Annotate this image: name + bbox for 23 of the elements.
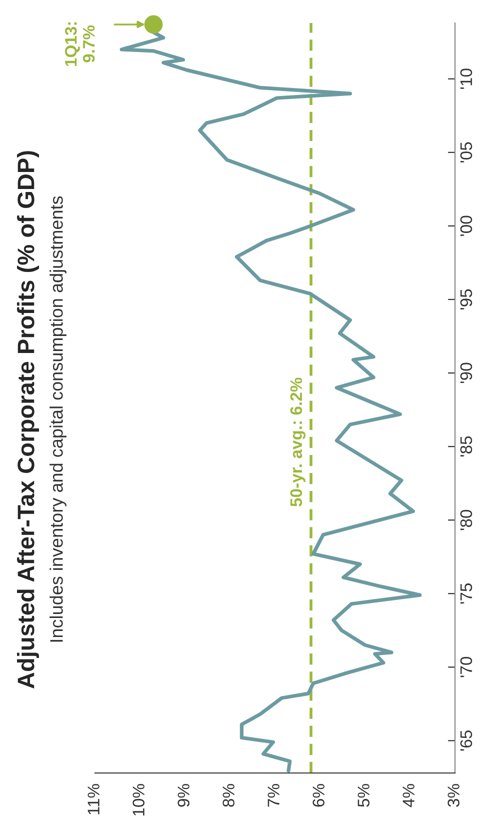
y-tick-label: '05 bbox=[460, 142, 472, 162]
text: Includes inventory and capital consumption adjustments bbox=[50, 196, 66, 642]
text: Adjusted After-Tax Corporate Profits (% of GDP) bbox=[16, 151, 40, 688]
ref-line-label: 50-yr. avg.: 6.2% bbox=[290, 378, 306, 506]
x-tick-label: 6% bbox=[312, 784, 324, 807]
x-tick-label: 11% bbox=[88, 784, 100, 814]
y-tick-label: '85 bbox=[460, 436, 472, 457]
y-tick-label: '95 bbox=[460, 289, 472, 310]
y-tick-label: '65 bbox=[460, 730, 472, 751]
y-tick-label: '10 bbox=[460, 68, 472, 89]
y-tick-label: '70 bbox=[460, 656, 472, 678]
x-tick-label: 7% bbox=[268, 784, 280, 807]
x-tick-label: 3% bbox=[448, 784, 460, 807]
text: 1Q13: 9.7% bbox=[64, 22, 95, 66]
y-tick-label: '90 bbox=[460, 362, 472, 384]
y-tick-label: '75 bbox=[460, 583, 472, 604]
x-tick-label: 10% bbox=[132, 784, 144, 816]
x-tick-label: 8% bbox=[222, 784, 234, 807]
x-tick-label: 4% bbox=[402, 784, 414, 808]
x-tick-label: 9% bbox=[178, 784, 190, 807]
y-tick-label: '00 bbox=[460, 216, 472, 236]
y-tick-label: '80 bbox=[460, 510, 472, 530]
x-tick-label: 5% bbox=[358, 784, 370, 807]
